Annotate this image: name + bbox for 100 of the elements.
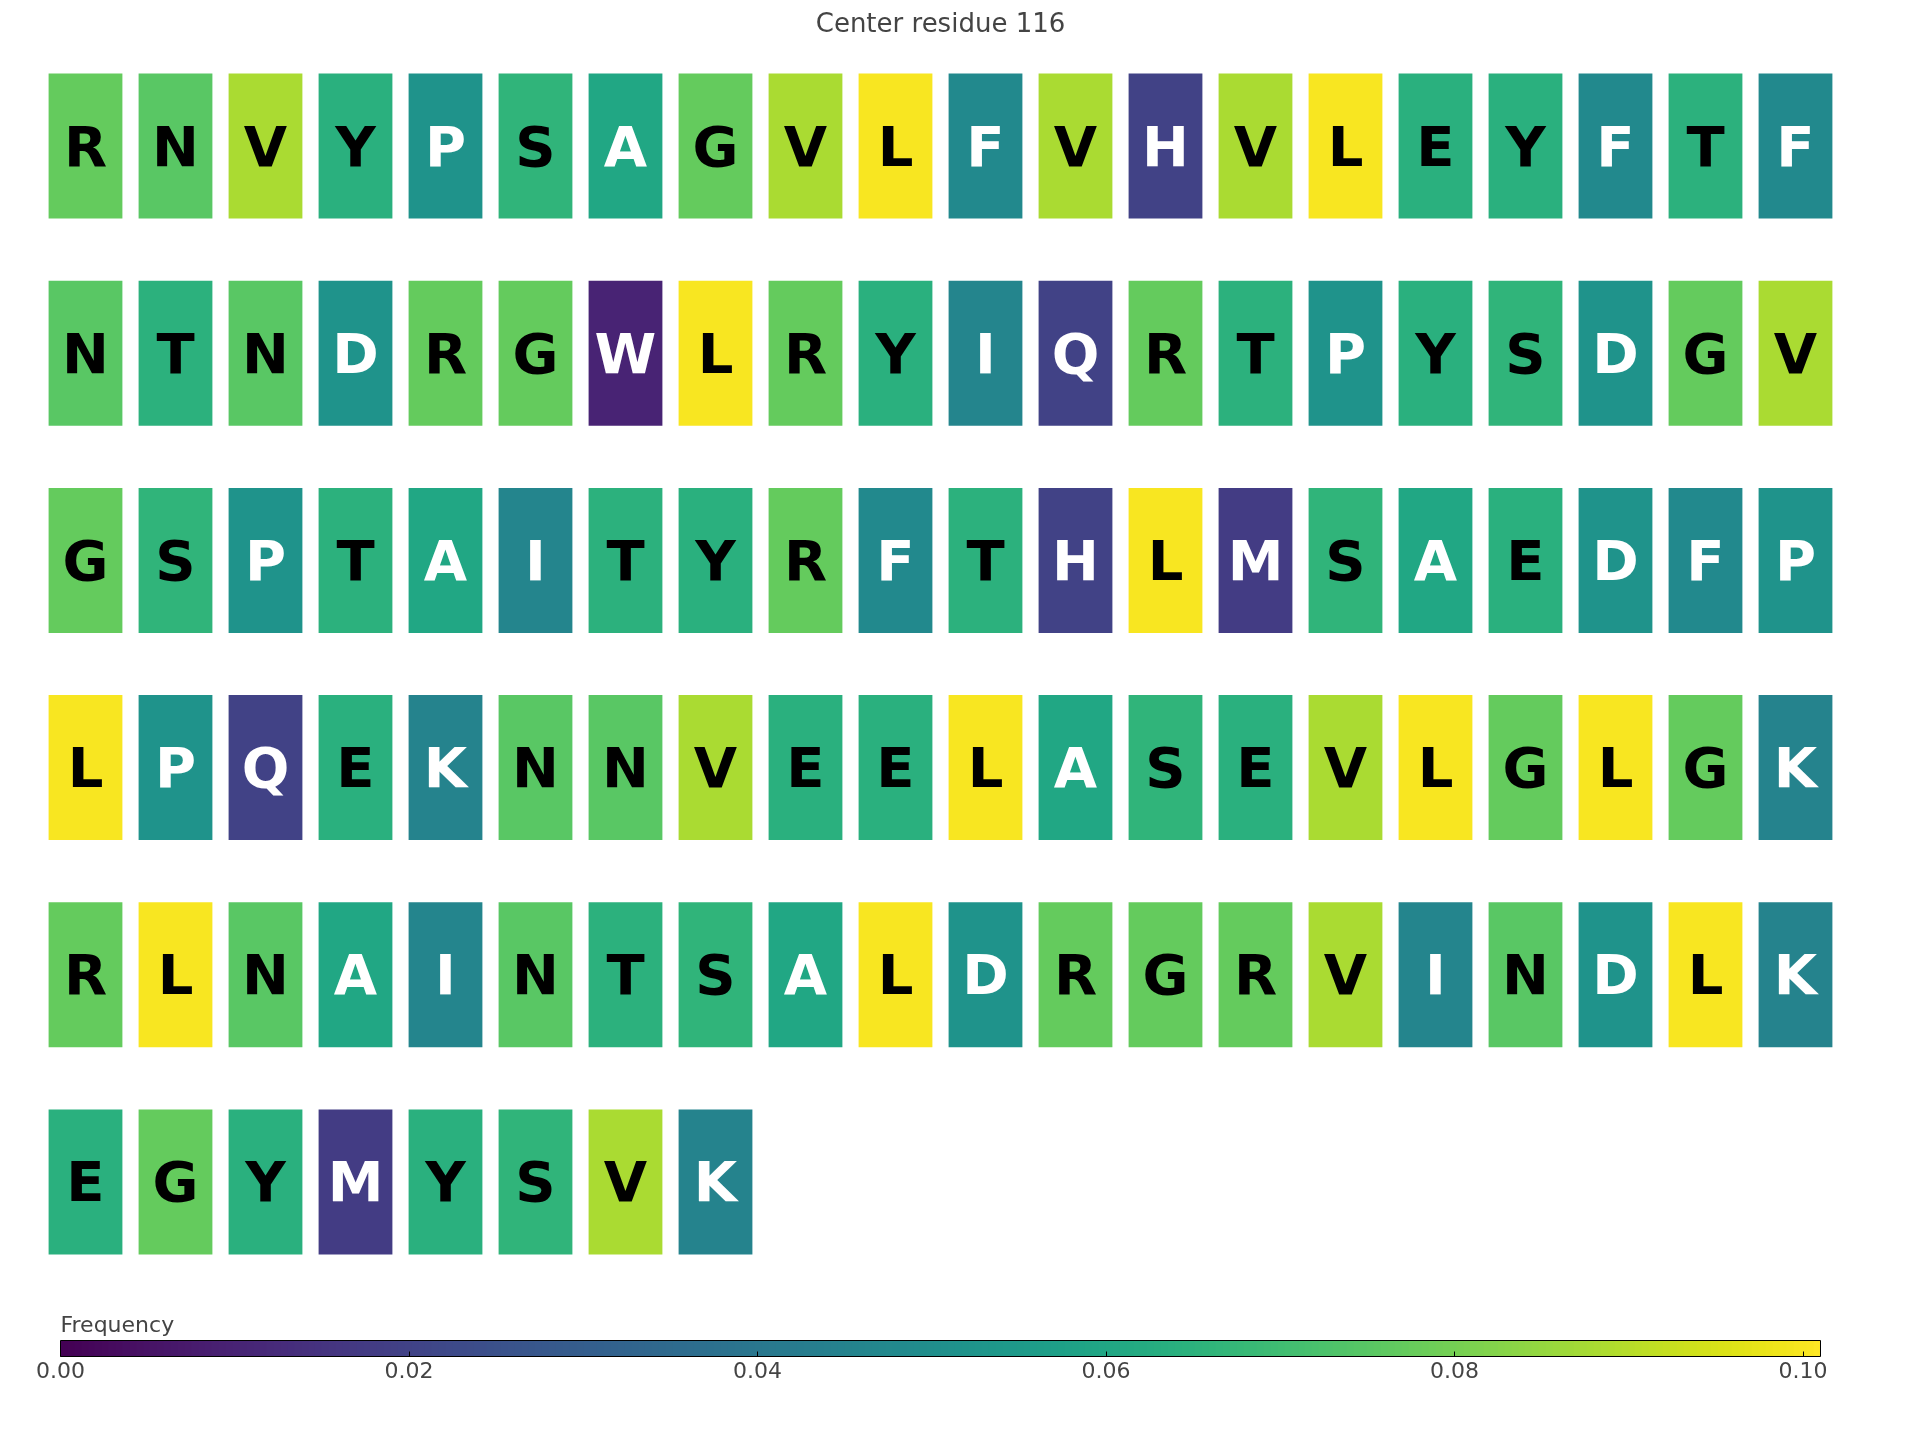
data-label: D bbox=[1592, 320, 1639, 386]
data-label: D bbox=[1592, 942, 1639, 1008]
data-label: Q bbox=[241, 735, 290, 801]
data-label: G bbox=[152, 1149, 199, 1215]
data-label: A bbox=[1413, 527, 1458, 593]
data-label: L bbox=[697, 320, 734, 386]
data-label: N bbox=[602, 735, 649, 801]
data-label: F bbox=[966, 113, 1005, 179]
data-label: T bbox=[1236, 320, 1275, 386]
data-label: S bbox=[515, 1149, 556, 1215]
data-label: N bbox=[62, 320, 109, 386]
data-label: L bbox=[1327, 113, 1364, 179]
data-label: T bbox=[336, 527, 375, 593]
data-label: Y bbox=[874, 320, 918, 386]
data-label: T bbox=[966, 527, 1005, 593]
data-label: N bbox=[242, 320, 289, 386]
data-label: L bbox=[1417, 735, 1454, 801]
data-label: K bbox=[1773, 735, 1820, 801]
data-label: G bbox=[1502, 735, 1549, 801]
data-label: L bbox=[1597, 735, 1634, 801]
data-label: K bbox=[1773, 942, 1820, 1008]
data-label: A bbox=[423, 527, 468, 593]
data-label: K bbox=[423, 735, 470, 801]
data-label: L bbox=[967, 735, 1004, 801]
data-label: L bbox=[1147, 527, 1184, 593]
chart-title: Center residue 116 bbox=[815, 7, 1066, 38]
data-label: V bbox=[1053, 113, 1098, 179]
data-label: V bbox=[603, 1149, 648, 1215]
data-label: E bbox=[66, 1149, 105, 1215]
data-label: I bbox=[525, 527, 546, 593]
data-label: I bbox=[435, 942, 456, 1008]
data-label: N bbox=[242, 942, 289, 1008]
data-label: E bbox=[336, 735, 375, 801]
data-label: N bbox=[1502, 942, 1549, 1008]
data-label: Y bbox=[334, 113, 378, 179]
data-label: Y bbox=[244, 1149, 288, 1215]
data-label: Y bbox=[1414, 320, 1458, 386]
color-bar-label: 0.04 bbox=[733, 1357, 783, 1383]
data-label: M bbox=[327, 1149, 384, 1215]
data-label: T bbox=[156, 320, 195, 386]
data-label: H bbox=[1142, 113, 1189, 179]
data-label: E bbox=[1236, 735, 1275, 801]
data-label: A bbox=[1053, 735, 1098, 801]
data-label: L bbox=[67, 735, 104, 801]
data-label: R bbox=[423, 320, 468, 386]
data-label: I bbox=[975, 320, 996, 386]
data-label: V bbox=[1773, 320, 1818, 386]
data-label: N bbox=[152, 113, 199, 179]
data-label: T bbox=[1686, 113, 1725, 179]
data-label: Y bbox=[694, 527, 738, 593]
data-label: P bbox=[1774, 527, 1817, 593]
color-bar-title: Frequency bbox=[60, 1311, 175, 1337]
data-label: R bbox=[783, 527, 828, 593]
data-label: G bbox=[1142, 942, 1189, 1008]
data-label: Q bbox=[1051, 320, 1100, 386]
data-label: S bbox=[695, 942, 736, 1008]
color-bar-label: 0.10 bbox=[1778, 1357, 1828, 1383]
data-label: L bbox=[157, 942, 194, 1008]
data-label: V bbox=[693, 735, 738, 801]
data-label: M bbox=[1227, 527, 1284, 593]
data-label: F bbox=[1596, 113, 1635, 179]
data-label: F bbox=[876, 527, 915, 593]
data-label: G bbox=[692, 113, 739, 179]
data-label: V bbox=[783, 113, 828, 179]
data-label: N bbox=[512, 735, 559, 801]
data-label: R bbox=[1053, 942, 1098, 1008]
data-label: A bbox=[783, 942, 828, 1008]
data-label: D bbox=[332, 320, 379, 386]
data-label: R bbox=[1143, 320, 1188, 386]
data-label: H bbox=[1052, 527, 1099, 593]
color-bar-label: 0.08 bbox=[1430, 1357, 1480, 1383]
data-label: S bbox=[1325, 527, 1366, 593]
data-label: T bbox=[606, 527, 645, 593]
data-label: K bbox=[693, 1149, 740, 1215]
data-label: R bbox=[63, 942, 108, 1008]
data-label: V bbox=[1323, 735, 1368, 801]
data-label: E bbox=[1506, 527, 1545, 593]
data-label: S bbox=[1145, 735, 1186, 801]
data-label: I bbox=[1425, 942, 1446, 1008]
data-label: Y bbox=[424, 1149, 468, 1215]
data-label: G bbox=[1682, 320, 1729, 386]
data-label: V bbox=[1323, 942, 1368, 1008]
data-label: E bbox=[876, 735, 915, 801]
data-label: G bbox=[62, 527, 109, 593]
data-label: L bbox=[1687, 942, 1724, 1008]
data-label: V bbox=[243, 113, 288, 179]
data-label: F bbox=[1686, 527, 1725, 593]
data-label: S bbox=[1505, 320, 1546, 386]
data-label: N bbox=[512, 942, 559, 1008]
data-label: P bbox=[424, 113, 467, 179]
data-label: S bbox=[515, 113, 556, 179]
data-label: R bbox=[1233, 942, 1278, 1008]
data-label: A bbox=[603, 113, 648, 179]
data-label: S bbox=[155, 527, 196, 593]
data-label: P bbox=[244, 527, 287, 593]
data-label: D bbox=[1592, 527, 1639, 593]
data-label: Y bbox=[1504, 113, 1548, 179]
data-label: L bbox=[877, 113, 914, 179]
data-label: F bbox=[1776, 113, 1815, 179]
data-label: R bbox=[783, 320, 828, 386]
